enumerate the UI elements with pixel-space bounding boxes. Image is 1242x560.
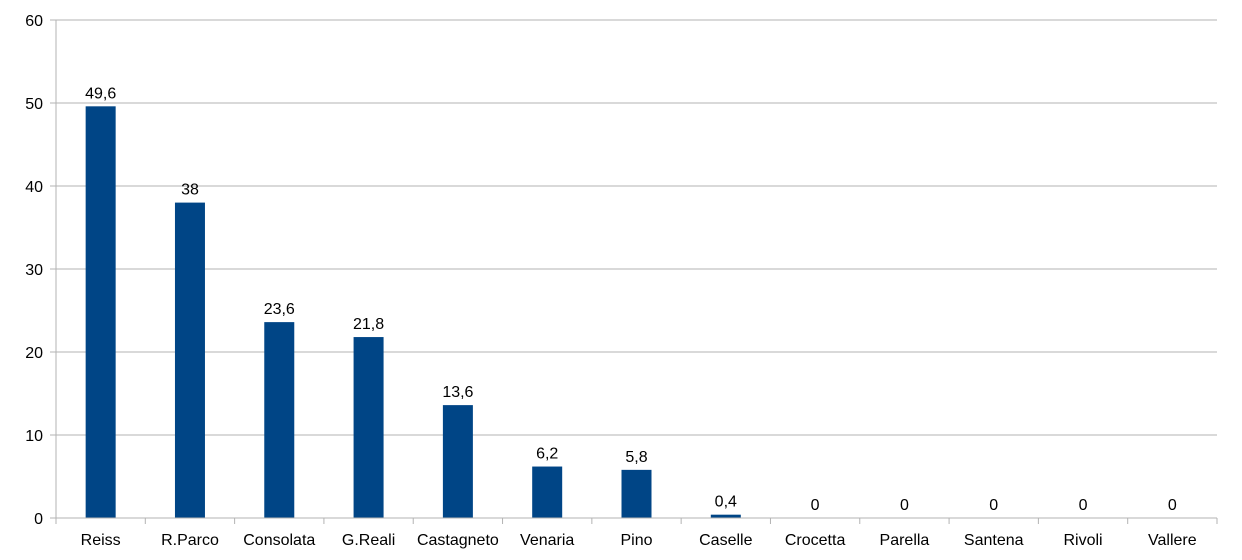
data-label: 0 [1079, 497, 1088, 514]
x-category-label: Parella [880, 532, 930, 549]
x-category-label: R.Parco [161, 532, 219, 549]
y-tick-label: 30 [25, 262, 43, 279]
data-label: 0 [1168, 497, 1177, 514]
data-labels: 49,6 38 23,6 21,8 13,6 6,2 5,8 0,4 0 0 0 0 0 [85, 85, 1177, 514]
bar-consolata [264, 322, 295, 518]
y-tick-label: 60 [25, 13, 43, 30]
bars [85, 106, 741, 518]
data-label: 0 [811, 497, 820, 514]
x-category-label: Vallere [1148, 532, 1197, 549]
bar-venaria [532, 466, 563, 518]
x-category-label: Reiss [81, 532, 121, 549]
x-category-label: Santena [964, 532, 1024, 549]
data-label: 0 [900, 497, 909, 514]
data-label: 49,6 [85, 85, 116, 102]
x-category-label: Venaria [520, 532, 574, 549]
data-label: 0 [989, 497, 998, 514]
bar-castagneto [442, 405, 473, 518]
x-axis-category-labels: Reiss R.Parco Consolata G.Reali Castagneto Ve… [81, 532, 1197, 549]
gridlines [56, 19, 1217, 519]
y-tick-label: 20 [25, 345, 43, 362]
bar-g-reali [353, 337, 384, 518]
y-tick-label: 40 [25, 179, 43, 196]
data-label: 13,6 [442, 384, 473, 401]
x-category-label: Crocetta [785, 532, 846, 549]
x-category-label: G.Reali [342, 532, 395, 549]
x-category-label: Castagneto [417, 532, 499, 549]
y-tick-label: 10 [25, 428, 43, 445]
data-label: 23,6 [264, 301, 295, 318]
bar-pino [621, 469, 652, 518]
x-category-label: Rivoli [1063, 532, 1102, 549]
data-label: 38 [181, 182, 199, 199]
bar-reiss [85, 106, 116, 518]
y-tick-label: 0 [34, 511, 43, 528]
y-axis-tick-labels: 0 10 20 30 40 50 60 [25, 13, 43, 528]
x-category-label: Caselle [699, 532, 752, 549]
data-label: 6,2 [536, 446, 558, 463]
y-tick-label: 50 [25, 96, 43, 113]
data-label: 5,8 [625, 449, 647, 466]
data-label: 21,8 [353, 316, 384, 333]
bar-caselle [710, 514, 741, 518]
data-label: 0,4 [715, 494, 737, 511]
bar-r-parco [174, 202, 205, 518]
x-category-label: Pino [620, 532, 652, 549]
x-category-label: Consolata [243, 532, 315, 549]
axes [50, 19, 1218, 524]
